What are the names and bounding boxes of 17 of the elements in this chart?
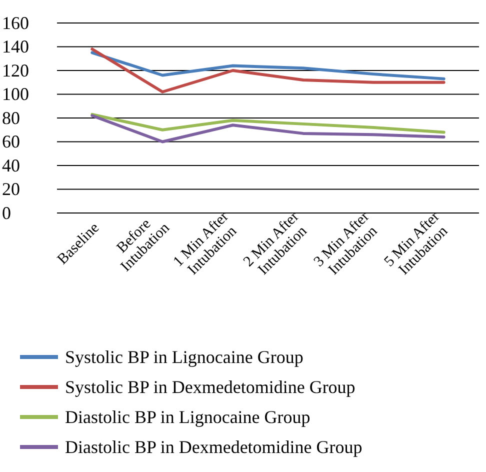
- line-series: [90, 114, 446, 144]
- y-tick-label: 100: [2, 84, 29, 104]
- line-series: [90, 51, 446, 80]
- y-tick-label: 140: [2, 36, 29, 57]
- line-series: [90, 48, 446, 94]
- y-tick-label: 160: [2, 12, 29, 33]
- y-tick-label: 80: [2, 108, 20, 128]
- line-series: [90, 112, 446, 134]
- y-tick-label: 40: [2, 155, 20, 176]
- legend-label: Diastolic BP in Dexmedetomidine Group: [65, 437, 362, 457]
- y-tick-label: 60: [2, 132, 20, 152]
- y-tick-label: 20: [2, 179, 20, 200]
- legend-label: Systolic BP in Dexmedetomidine Group: [65, 377, 356, 397]
- legend-label: Systolic BP in Lignocaine Group: [65, 347, 304, 367]
- legend-label: Diastolic BP in Lignocaine Group: [65, 407, 310, 427]
- y-tick-label: 0: [2, 202, 11, 223]
- y-tick-label: 120: [2, 60, 29, 80]
